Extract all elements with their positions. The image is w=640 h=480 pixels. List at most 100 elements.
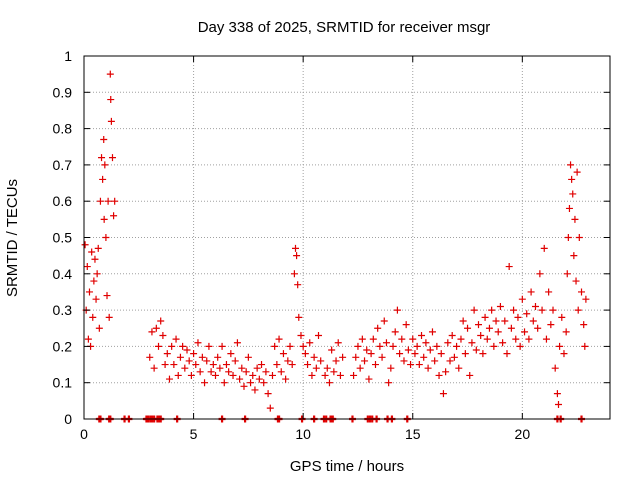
data-point bbox=[290, 270, 298, 278]
data-point bbox=[523, 310, 531, 318]
data-point bbox=[385, 379, 393, 387]
y-tick-label: 0.5 bbox=[53, 230, 73, 246]
data-point bbox=[88, 248, 96, 256]
data-point bbox=[426, 346, 434, 354]
data-point bbox=[264, 390, 272, 398]
x-tick-label: 0 bbox=[80, 426, 88, 442]
data-point bbox=[295, 313, 303, 321]
y-tick-label: 0.7 bbox=[53, 157, 73, 173]
data-point bbox=[161, 361, 169, 369]
data-point bbox=[538, 306, 546, 314]
data-point bbox=[294, 281, 302, 289]
data-point bbox=[446, 357, 454, 365]
data-point bbox=[107, 117, 115, 125]
data-point bbox=[578, 288, 586, 296]
data-point bbox=[328, 346, 336, 354]
data-point bbox=[387, 364, 395, 372]
data-point bbox=[196, 368, 204, 376]
data-point bbox=[505, 263, 513, 271]
data-point bbox=[411, 350, 419, 358]
data-point bbox=[253, 364, 261, 372]
data-point bbox=[371, 361, 379, 369]
data-point bbox=[391, 328, 399, 336]
data-point bbox=[563, 270, 571, 278]
data-point bbox=[155, 342, 163, 350]
data-point bbox=[582, 295, 590, 303]
data-point bbox=[146, 353, 154, 361]
data-point bbox=[255, 375, 263, 383]
data-point bbox=[91, 255, 99, 263]
data-point bbox=[288, 361, 296, 369]
data-point bbox=[470, 306, 478, 314]
data-point bbox=[367, 350, 375, 358]
data-point bbox=[565, 204, 573, 212]
data-point bbox=[442, 368, 450, 376]
data-point bbox=[111, 197, 119, 205]
data-point bbox=[422, 339, 430, 347]
data-point bbox=[468, 339, 476, 347]
data-point bbox=[485, 324, 493, 332]
data-point bbox=[336, 371, 344, 379]
data-point bbox=[220, 379, 228, 387]
data-point bbox=[84, 335, 92, 343]
data-point bbox=[396, 350, 404, 358]
data-point bbox=[567, 161, 575, 169]
data-point bbox=[150, 364, 158, 372]
data-point bbox=[275, 335, 283, 343]
data-point bbox=[431, 357, 439, 365]
data-point bbox=[205, 342, 213, 350]
data-point bbox=[545, 288, 553, 296]
data-point bbox=[361, 357, 369, 365]
data-point bbox=[279, 350, 287, 358]
data-point bbox=[393, 306, 401, 314]
data-point bbox=[172, 335, 180, 343]
data-point bbox=[214, 353, 222, 361]
data-point bbox=[475, 321, 482, 329]
data-point bbox=[106, 70, 114, 78]
y-tick-label: 1 bbox=[64, 48, 72, 64]
data-point bbox=[262, 368, 270, 376]
data-point bbox=[354, 342, 362, 350]
data-point bbox=[242, 368, 250, 376]
data-point bbox=[83, 263, 91, 271]
data-point bbox=[238, 364, 246, 372]
data-point bbox=[95, 324, 103, 332]
data-point bbox=[562, 328, 570, 336]
data-point bbox=[291, 244, 299, 252]
data-point bbox=[170, 361, 178, 369]
data-point bbox=[203, 357, 211, 365]
data-point bbox=[325, 379, 333, 387]
data-point bbox=[152, 324, 160, 332]
y-tick-label: 0.6 bbox=[53, 193, 73, 209]
data-point bbox=[492, 317, 500, 325]
data-point bbox=[525, 335, 533, 343]
data-point bbox=[472, 346, 480, 354]
x-axis-label: GPS time / hours bbox=[290, 458, 404, 475]
data-point bbox=[104, 197, 112, 205]
data-point bbox=[94, 244, 102, 252]
data-point bbox=[461, 350, 469, 358]
data-point bbox=[453, 342, 461, 350]
y-tick-label: 0.8 bbox=[53, 121, 73, 137]
data-point bbox=[297, 332, 305, 340]
data-point bbox=[483, 335, 491, 343]
data-point bbox=[404, 346, 412, 354]
data-point bbox=[312, 364, 320, 372]
data-point bbox=[542, 335, 550, 343]
data-point bbox=[330, 368, 338, 376]
data-point bbox=[93, 270, 101, 278]
data-point bbox=[572, 277, 580, 285]
data-point bbox=[271, 342, 279, 350]
data-point bbox=[369, 335, 377, 343]
data-point bbox=[240, 382, 248, 390]
data-point bbox=[459, 317, 467, 325]
data-point bbox=[400, 357, 408, 365]
data-point bbox=[501, 317, 509, 325]
data-point bbox=[85, 288, 93, 296]
data-point bbox=[299, 342, 307, 350]
data-point bbox=[100, 215, 108, 223]
data-point bbox=[531, 302, 539, 310]
data-point bbox=[304, 361, 312, 369]
data-point bbox=[209, 361, 217, 369]
